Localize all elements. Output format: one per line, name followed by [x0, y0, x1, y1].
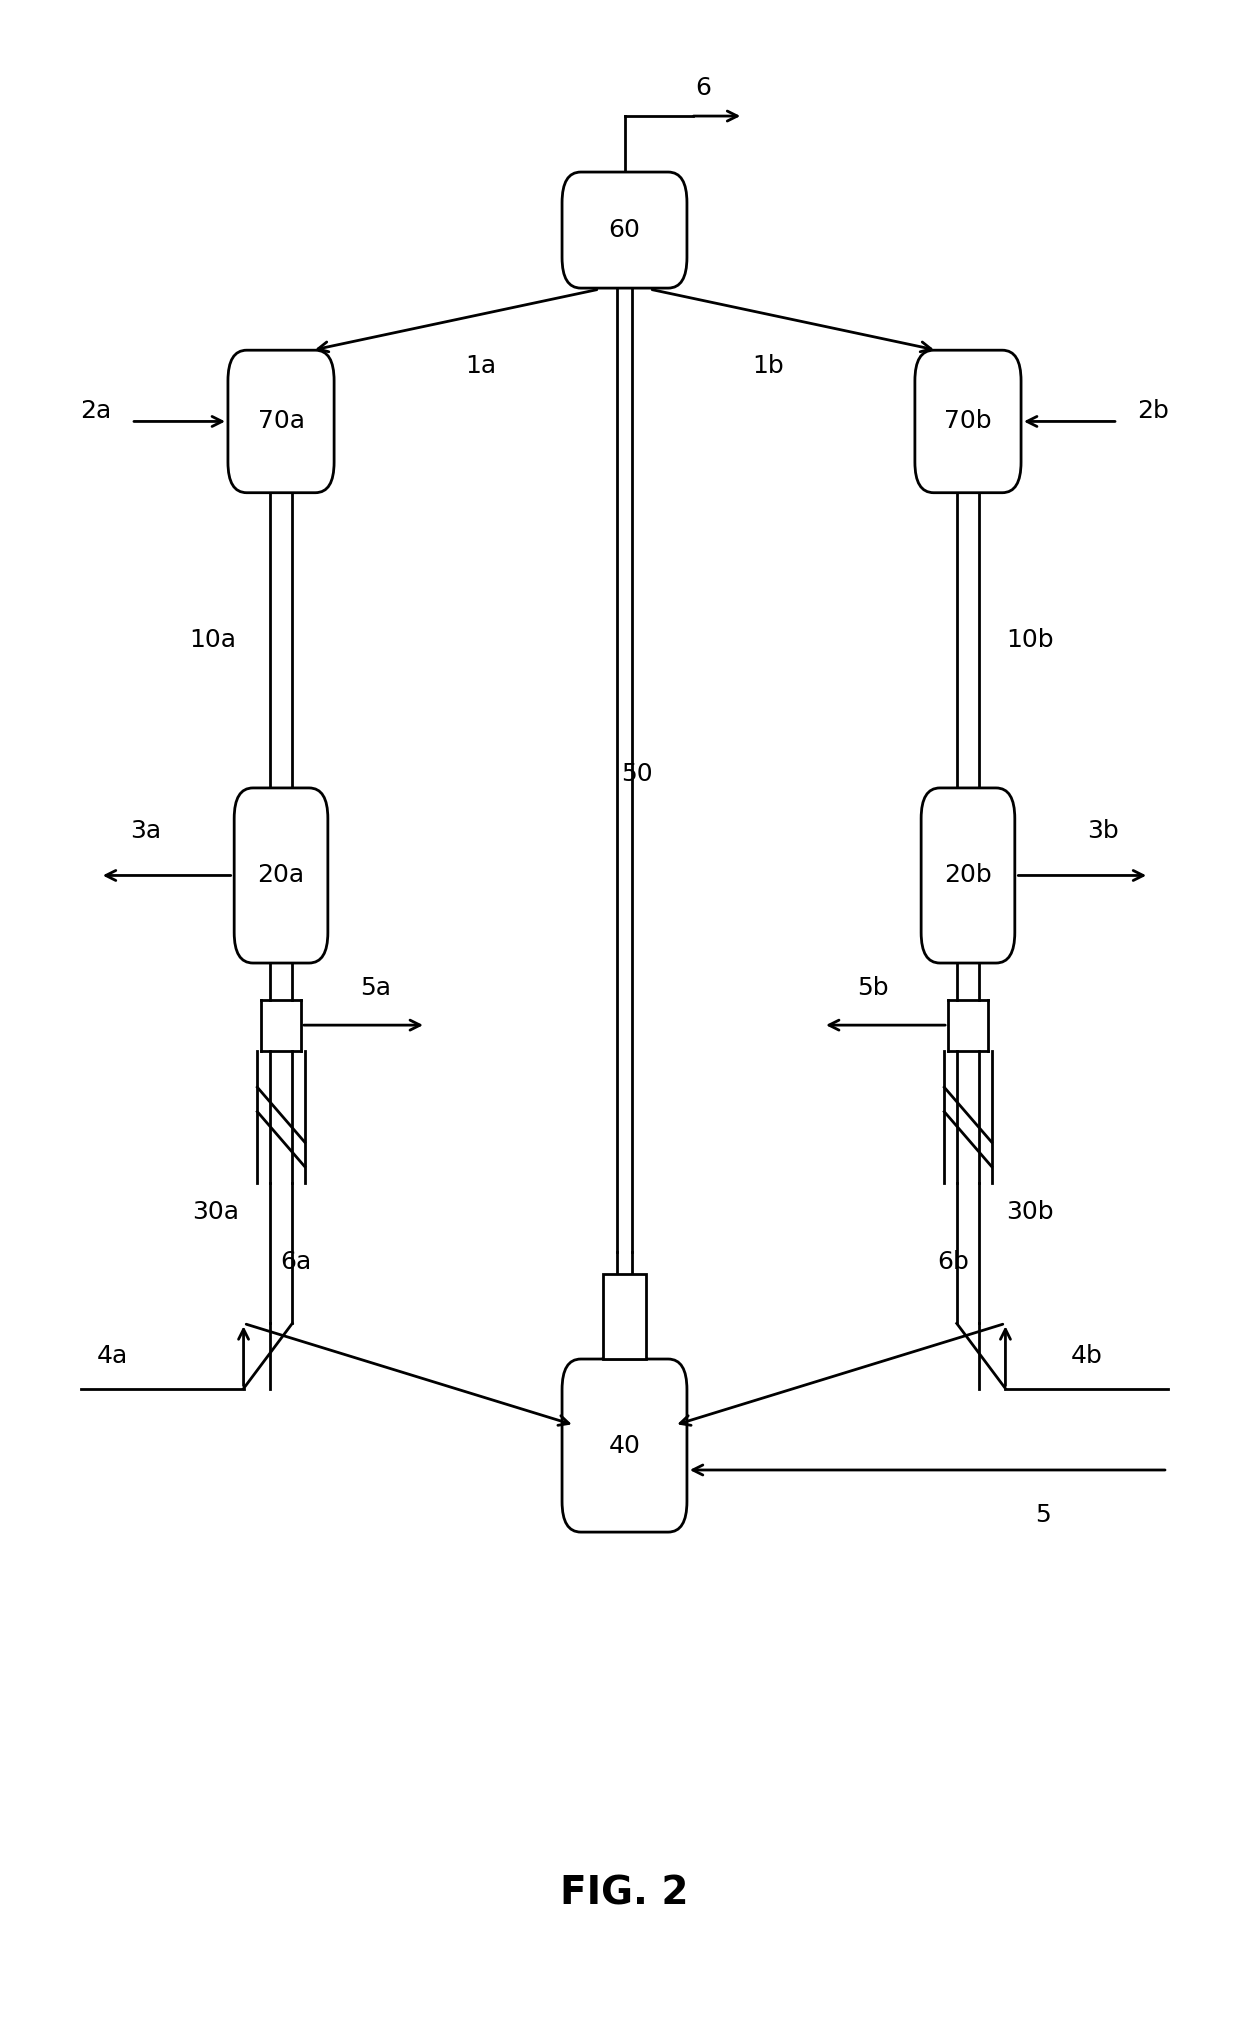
- Text: 20b: 20b: [944, 863, 992, 888]
- Text: 4a: 4a: [96, 1344, 129, 1368]
- Text: 10b: 10b: [1007, 629, 1054, 652]
- Text: 70b: 70b: [944, 409, 992, 434]
- Text: 60: 60: [608, 218, 641, 242]
- Text: 5: 5: [1035, 1503, 1050, 1527]
- FancyBboxPatch shape: [235, 788, 327, 963]
- Text: 6b: 6b: [937, 1250, 969, 1275]
- Text: 3b: 3b: [1087, 818, 1119, 843]
- Text: 5b: 5b: [857, 977, 889, 1000]
- Text: 30a: 30a: [192, 1201, 240, 1224]
- FancyBboxPatch shape: [921, 788, 1014, 963]
- Text: 6a: 6a: [280, 1250, 312, 1275]
- Bar: [602, 1275, 646, 1360]
- Text: 1b: 1b: [752, 354, 784, 379]
- Text: FIG. 2: FIG. 2: [561, 1875, 688, 1912]
- Text: 30b: 30b: [1007, 1201, 1054, 1224]
- Text: 50: 50: [621, 761, 653, 786]
- FancyBboxPatch shape: [562, 1360, 687, 1533]
- FancyBboxPatch shape: [562, 173, 687, 287]
- Text: 40: 40: [608, 1433, 641, 1458]
- Text: 10a: 10a: [189, 629, 236, 652]
- FancyBboxPatch shape: [914, 350, 1022, 493]
- Text: 1a: 1a: [466, 354, 496, 379]
- Text: 4b: 4b: [1070, 1344, 1103, 1368]
- Text: 6: 6: [696, 75, 711, 100]
- Text: 20a: 20a: [257, 863, 305, 888]
- Text: 70a: 70a: [257, 409, 305, 434]
- FancyBboxPatch shape: [227, 350, 335, 493]
- Text: 2b: 2b: [1137, 399, 1169, 423]
- Text: 3a: 3a: [131, 818, 161, 843]
- Text: 5a: 5a: [361, 977, 391, 1000]
- Text: 2a: 2a: [80, 399, 112, 423]
